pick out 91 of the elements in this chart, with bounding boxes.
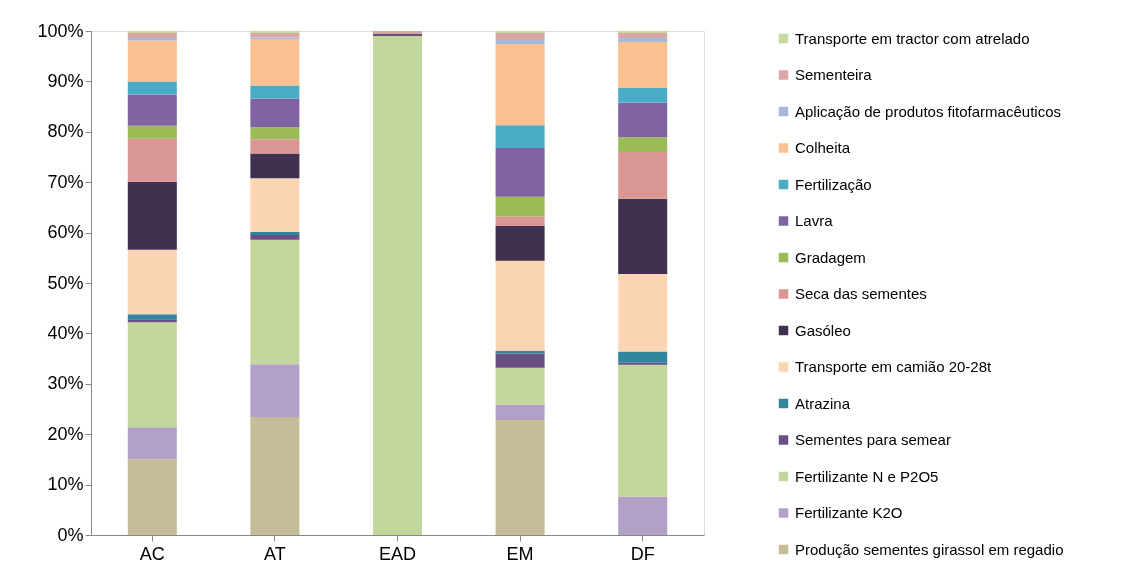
bar bbox=[127, 38, 177, 41]
bar bbox=[250, 39, 300, 86]
bar bbox=[495, 196, 545, 217]
bar bbox=[127, 249, 177, 315]
bar bbox=[250, 232, 300, 236]
bar bbox=[495, 31, 545, 34]
bar bbox=[495, 353, 545, 368]
bar bbox=[127, 94, 177, 126]
bar bbox=[618, 31, 668, 34]
legend-label: Lavra bbox=[795, 212, 834, 229]
bar bbox=[127, 33, 177, 39]
bar bbox=[618, 42, 668, 88]
bar bbox=[250, 235, 300, 240]
bar bbox=[127, 322, 177, 428]
bar bbox=[495, 351, 545, 354]
bar bbox=[495, 420, 545, 535]
bar bbox=[372, 36, 423, 535]
bar bbox=[495, 216, 545, 227]
bar bbox=[250, 139, 300, 154]
bar bbox=[495, 33, 545, 41]
bar bbox=[618, 137, 668, 152]
bar bbox=[127, 81, 177, 95]
bar bbox=[618, 102, 668, 138]
bar bbox=[127, 427, 177, 460]
legend-label: Sementeira bbox=[795, 66, 873, 83]
bar bbox=[618, 362, 668, 365]
bar bbox=[250, 417, 300, 535]
bar bbox=[495, 44, 545, 126]
legend-label: Gradagem bbox=[795, 248, 866, 266]
bar bbox=[618, 33, 668, 39]
legend-label: Transporte em camião 20-28t bbox=[795, 358, 993, 375]
x-tick-label: AT bbox=[264, 543, 286, 564]
y-tick-label: 60% bbox=[47, 222, 84, 243]
bar bbox=[618, 87, 668, 103]
y-tick-label: 100% bbox=[37, 20, 84, 41]
bar bbox=[127, 459, 177, 535]
legend-label: Seca das sementes bbox=[795, 285, 927, 302]
bar bbox=[618, 38, 668, 43]
bar bbox=[618, 496, 668, 535]
bar bbox=[618, 151, 668, 199]
legend-label: Fertilizante K2O bbox=[795, 504, 903, 521]
legend-label: Atrazina bbox=[795, 394, 851, 412]
bar bbox=[127, 181, 177, 250]
legend-label: Transporte em tractor com atrelado bbox=[795, 29, 1030, 47]
bar bbox=[495, 40, 545, 45]
y-tick-label: 70% bbox=[47, 171, 84, 192]
bar bbox=[495, 147, 545, 197]
bar bbox=[250, 98, 300, 128]
bar bbox=[127, 31, 177, 34]
bar bbox=[495, 125, 545, 148]
legend-label: Aplicação de produtos fitofarmacêuticos bbox=[795, 102, 1061, 120]
y-tick-label: 90% bbox=[47, 70, 84, 91]
x-tick-label: EAD bbox=[378, 543, 417, 564]
bar bbox=[495, 260, 545, 352]
legend-label: Fertilização bbox=[795, 175, 872, 193]
x-tick-label: AC bbox=[139, 543, 165, 564]
bar bbox=[250, 85, 300, 99]
x-tick-label: EM bbox=[506, 543, 534, 564]
legend-label: Sementes para semear bbox=[795, 431, 951, 448]
y-tick-label: 80% bbox=[47, 121, 84, 142]
bar bbox=[127, 40, 177, 82]
bar bbox=[250, 239, 300, 365]
legend-label: Fertilizante N e P2O5 bbox=[795, 467, 939, 485]
bar bbox=[127, 138, 177, 182]
bar bbox=[127, 319, 177, 323]
bar bbox=[495, 226, 545, 261]
bar bbox=[495, 404, 545, 421]
legend-label: Produção sementes girassol em regadio bbox=[795, 540, 1064, 558]
x-tick-label: DF bbox=[630, 543, 655, 564]
legend-label: Gasóleo bbox=[795, 321, 851, 339]
bar bbox=[495, 367, 545, 405]
bar bbox=[618, 351, 668, 363]
y-tick-label: 40% bbox=[47, 322, 84, 343]
bar bbox=[250, 127, 300, 140]
bar bbox=[618, 364, 668, 497]
bar bbox=[250, 37, 300, 40]
bar bbox=[250, 33, 300, 38]
bar bbox=[618, 198, 668, 274]
y-tick-label: 0% bbox=[57, 524, 84, 545]
bar bbox=[618, 273, 668, 352]
bar bbox=[250, 31, 300, 34]
bar bbox=[250, 364, 300, 418]
bar bbox=[250, 153, 300, 179]
y-tick-label: 30% bbox=[47, 373, 84, 394]
legend-label: Colheita bbox=[795, 139, 851, 156]
bar bbox=[127, 125, 177, 139]
y-tick-label: 10% bbox=[47, 474, 84, 495]
y-tick-label: 20% bbox=[47, 423, 84, 444]
bar bbox=[250, 178, 300, 233]
bar bbox=[127, 314, 177, 320]
y-tick-label: 50% bbox=[47, 272, 84, 293]
